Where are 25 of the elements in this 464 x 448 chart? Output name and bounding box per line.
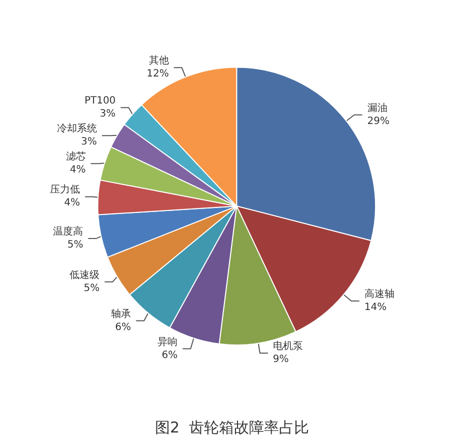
data-label: 9% xyxy=(272,354,289,366)
slice-label: 低速级 xyxy=(70,268,100,281)
slice-label: 电机泵 xyxy=(272,340,303,352)
slice-label: 滤芯 xyxy=(66,150,86,163)
data-label: 29% xyxy=(367,116,390,127)
slice-label: 轴承 xyxy=(111,308,132,320)
data-label: 6% xyxy=(162,350,178,361)
slice-label: 温度高 xyxy=(53,226,84,238)
slice-label: PT100 xyxy=(84,96,116,107)
data-label: 14% xyxy=(364,302,387,313)
data-label: 4% xyxy=(70,164,86,176)
slice-label: 漏油 xyxy=(367,102,388,114)
data-label: 3% xyxy=(100,108,116,120)
text: 图2 齿轮箱故障率占比 xyxy=(154,418,310,436)
slice-label: 冷却系统 xyxy=(56,122,97,135)
data-label: 5% xyxy=(67,240,84,251)
data-label: 5% xyxy=(84,282,100,294)
data-label: 6% xyxy=(115,322,132,333)
slice-label: 压力低 xyxy=(50,184,80,196)
data-label: 12% xyxy=(146,68,169,80)
data-label: 3% xyxy=(81,136,97,148)
slice-label: 高速轴 xyxy=(364,288,394,300)
slice-label: 异响 xyxy=(158,336,178,348)
slice-label: 其他 xyxy=(148,54,169,67)
data-label: 4% xyxy=(64,198,80,209)
